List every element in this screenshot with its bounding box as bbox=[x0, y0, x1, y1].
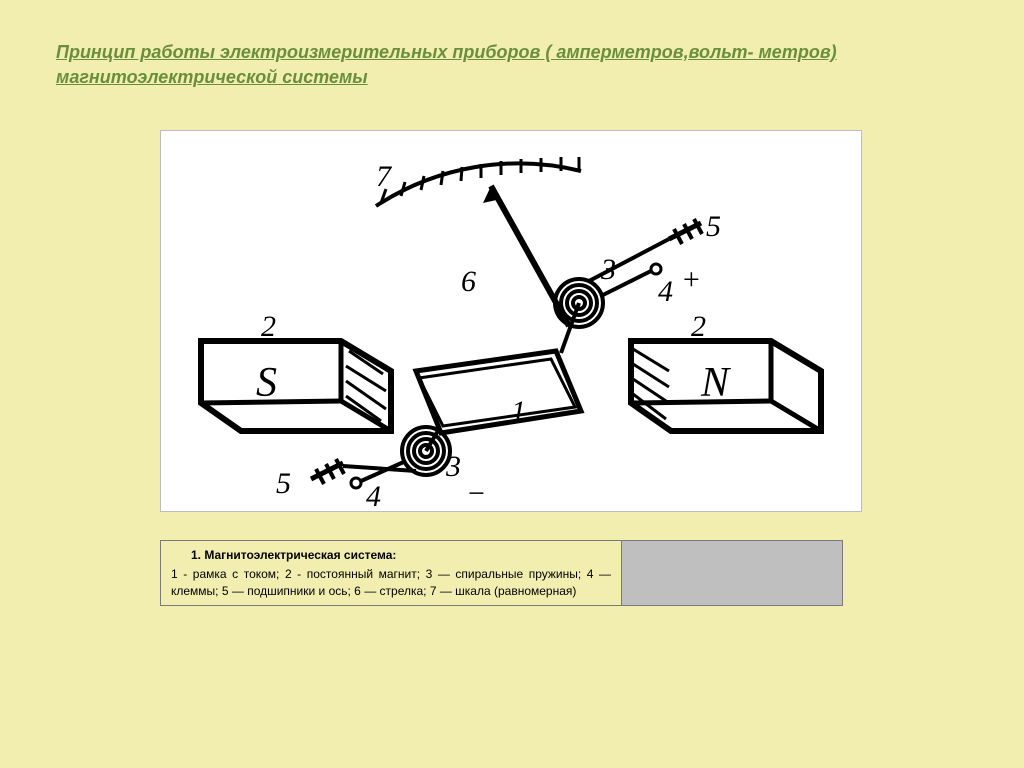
label-3-lower: 3 bbox=[445, 450, 461, 483]
label-5-upper: 5 bbox=[706, 210, 721, 243]
legend-table: 1. Магнитоэлектрическая система: 1 - рам… bbox=[160, 540, 843, 606]
label-2-right: 2 bbox=[691, 310, 706, 343]
legend-cell-text: 1. Магнитоэлектрическая система: 1 - рам… bbox=[161, 541, 622, 606]
page-title: Принцип работы электроизмерительных приб… bbox=[56, 40, 964, 90]
label-2-left: 2 bbox=[261, 310, 276, 343]
slide: Принцип работы электроизмерительных приб… bbox=[0, 0, 1024, 768]
label-1: 1 bbox=[511, 395, 526, 428]
lead-lower bbox=[311, 459, 416, 488]
label-n: N bbox=[700, 360, 731, 406]
legend-head: 1. Магнитоэлектрическая система: bbox=[171, 547, 611, 564]
magnetoelectric-diagram: S 2 N 2 1 bbox=[161, 131, 861, 511]
magnet-s bbox=[201, 341, 391, 431]
label-s: S bbox=[256, 360, 277, 406]
label-4-lower: 4 bbox=[366, 480, 381, 511]
scale bbox=[376, 157, 581, 206]
label-4-upper: 4 bbox=[658, 275, 673, 308]
label-6: 6 bbox=[461, 265, 476, 298]
label-7: 7 bbox=[376, 160, 393, 193]
label-minus: − bbox=[466, 477, 486, 510]
label-5-lower: 5 bbox=[276, 467, 291, 500]
needle bbox=[483, 186, 569, 326]
legend-cell-empty bbox=[622, 541, 843, 606]
label-plus: + bbox=[681, 263, 701, 296]
diagram-frame: S 2 N 2 1 bbox=[160, 130, 862, 512]
current-frame bbox=[416, 351, 581, 433]
legend-body: 1 - рамка с током; 2 - постоянный магнит… bbox=[171, 567, 611, 598]
